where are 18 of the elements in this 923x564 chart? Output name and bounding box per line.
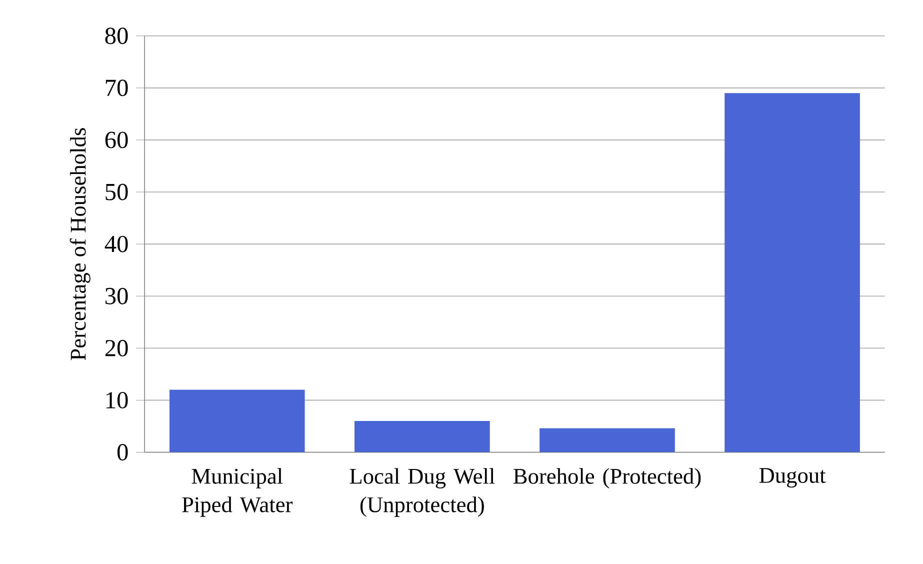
x-tick-label: Local Dug Well (Unprotected) <box>350 468 495 517</box>
y-tick-label: 80 <box>105 28 128 44</box>
bar <box>169 390 305 452</box>
y-tick-label: 40 <box>104 236 128 252</box>
bar <box>354 421 490 452</box>
y-tick-label: 10 <box>106 392 128 408</box>
y-tick-label: 0 <box>117 444 128 461</box>
y-tick-label: 60 <box>105 132 128 148</box>
y-axis-title: Percentage of Households <box>70 128 90 360</box>
y-tick-label: 30 <box>106 288 128 304</box>
bar <box>540 428 675 452</box>
x-tick-label: Municipal Piped Water <box>182 468 293 517</box>
x-tick-label: Dugout <box>759 468 826 488</box>
x-tick-label: Borehole (Protected) <box>514 468 701 488</box>
bar <box>724 93 860 452</box>
y-tick-label: 50 <box>106 184 128 200</box>
y-tick-label: 20 <box>105 340 128 356</box>
y-tick-label: 70 <box>106 80 128 96</box>
